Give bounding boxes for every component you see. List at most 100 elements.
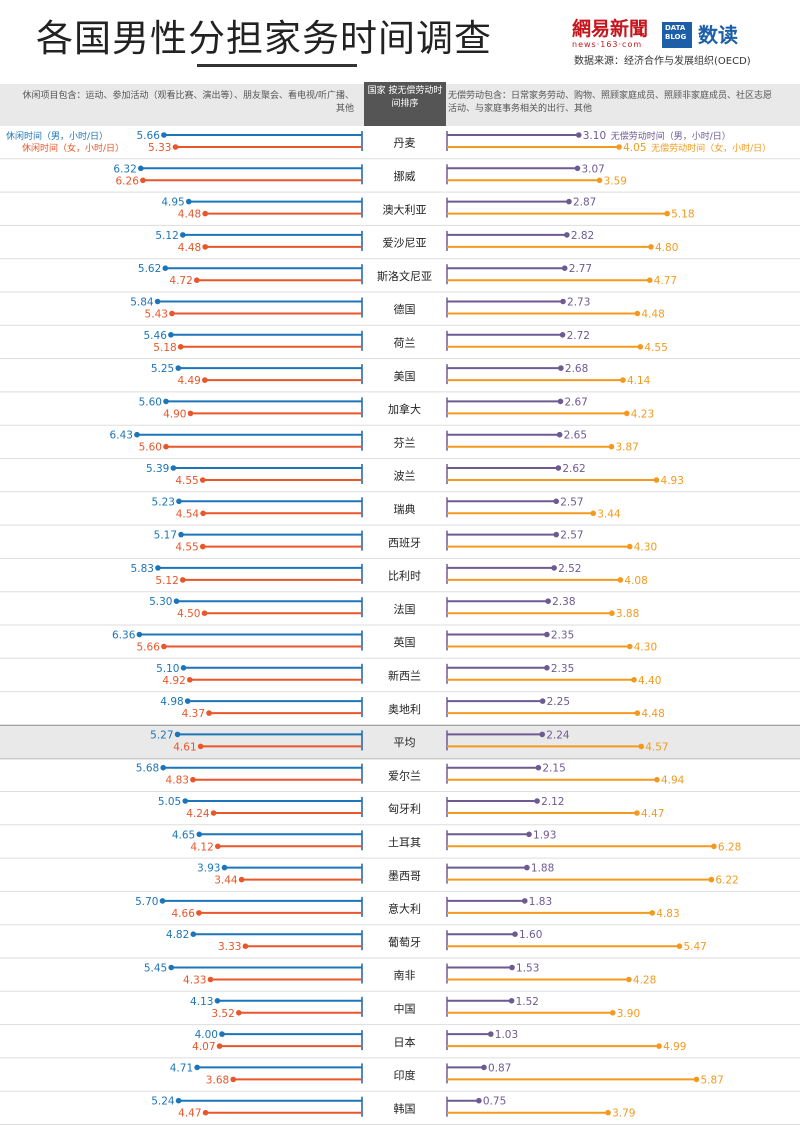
leisure-male-point — [154, 298, 161, 305]
unpaid-female-point — [609, 610, 615, 616]
leisure-male-value: 5.68 — [136, 763, 159, 775]
leisure-male-value: 5.10 — [156, 663, 179, 675]
leisure-female-value: 4.33 — [183, 975, 206, 987]
leisure-female-point — [177, 344, 184, 350]
unpaid-female-value: 4.99 — [663, 1041, 686, 1053]
unpaid-male-point — [564, 232, 570, 238]
unpaid-female-point — [620, 377, 626, 383]
unpaid-female-point — [638, 743, 645, 750]
leisure-female-point — [194, 277, 200, 283]
unpaid-male-value: 1.52 — [516, 996, 539, 1008]
leisure-male-point — [194, 1064, 200, 1071]
leisure-female-point — [215, 843, 221, 850]
unpaid-female-value: 4.40 — [638, 675, 661, 687]
leisure-male-value: 6.36 — [112, 630, 136, 642]
leisure-male-value: 5.17 — [154, 530, 177, 542]
unpaid-female-value: 4.48 — [641, 309, 664, 321]
unpaid-male-point — [556, 431, 563, 438]
leisure-male-point — [219, 1031, 225, 1037]
unpaid-male-value: 3.07 — [581, 163, 604, 175]
country-label: 斯洛文尼亚 — [377, 269, 432, 283]
leisure-female-point — [163, 443, 169, 450]
unpaid-female-point — [609, 1010, 616, 1016]
unpaid-male-value: 0.75 — [483, 1096, 506, 1108]
unpaid-male-point — [575, 132, 582, 138]
leisure-male-point — [178, 531, 184, 538]
leisure-female-point — [216, 1043, 223, 1049]
leisure-male-point — [174, 731, 181, 738]
leisure-female-value: 4.12 — [190, 841, 213, 853]
leisure-male-point — [163, 398, 169, 405]
leisure-female-point — [242, 943, 249, 949]
dushu-logo: 数读 — [698, 23, 738, 47]
leisure-male-point — [196, 831, 203, 838]
country-label: 法国 — [394, 602, 416, 616]
leisure-male-point — [214, 998, 221, 1004]
leisure-female-value: 4.72 — [169, 275, 192, 287]
leisure-male-point — [138, 165, 144, 172]
unpaid-male-point — [545, 598, 551, 604]
unpaid-male-point — [555, 465, 562, 471]
unpaid-female-point — [711, 843, 717, 850]
unpaid-female-point — [596, 177, 603, 184]
leisure-female-point — [190, 776, 196, 783]
unpaid-male-value: 2.12 — [541, 796, 564, 808]
unpaid-female-point — [634, 810, 640, 816]
leisure-female-point — [196, 910, 202, 916]
leisure-male-point — [176, 498, 182, 505]
unpaid-female-value: 5.18 — [671, 209, 694, 221]
unpaid-female-point — [653, 477, 660, 483]
leisure-female-point — [202, 244, 208, 250]
unpaid-male-value: 2.87 — [573, 197, 596, 209]
leisure-male-value: 5.25 — [151, 363, 174, 375]
leisure-male-value: 4.65 — [172, 829, 195, 841]
legend-unpaid-female: 无偿劳动时间（女，小时/日） — [651, 142, 771, 154]
leisure-female-point — [202, 377, 208, 383]
leisure-female-point — [202, 1109, 209, 1116]
leisure-female-point — [200, 510, 206, 517]
country-label: 匈牙利 — [388, 802, 421, 816]
netease-logo-text: 網易新聞 — [572, 18, 649, 40]
leisure-male-point — [185, 198, 192, 205]
unpaid-male-point — [476, 1097, 482, 1104]
leisure-female-point — [199, 543, 206, 550]
leisure-male-value: 5.62 — [138, 263, 161, 275]
country-label: 意大利 — [388, 902, 421, 916]
country-label: 奥地利 — [388, 702, 421, 716]
country-label: 比利时 — [388, 570, 421, 583]
leisure-male-point — [184, 698, 191, 704]
unpaid-female-value: 3.79 — [612, 1108, 635, 1120]
unpaid-male-point — [508, 998, 515, 1004]
unpaid-female-value: 3.90 — [617, 1008, 640, 1020]
unpaid-female-point — [648, 244, 654, 250]
country-label: 平均 — [394, 736, 416, 749]
country-label: 德国 — [394, 302, 416, 316]
page-title: 各国男性分担家务时间调查 — [36, 17, 492, 60]
leisure-female-value: 3.44 — [214, 875, 238, 887]
leisure-male-point — [162, 265, 169, 271]
unpaid-female-value: 3.59 — [604, 175, 627, 187]
unpaid-male-point — [553, 531, 560, 538]
leisure-female-value: 5.43 — [145, 309, 168, 321]
unpaid-female-value: 4.93 — [661, 475, 684, 487]
country-label: 日本 — [394, 1035, 416, 1049]
unpaid-male-point — [544, 665, 550, 671]
unpaid-male-value: 1.60 — [519, 929, 542, 941]
unpaid-female-point — [608, 443, 615, 450]
leisure-female-value: 6.26 — [116, 175, 140, 187]
unpaid-female-point — [626, 643, 633, 650]
unpaid-male-value: 2.52 — [558, 563, 581, 575]
leisure-female-point — [210, 810, 217, 816]
unpaid-female-point — [654, 776, 660, 783]
unpaid-male-point — [487, 1031, 494, 1037]
leisure-female-point — [199, 477, 206, 483]
country-label: 土耳其 — [388, 836, 421, 849]
country-column-header: 国家 按无偿劳动时间排序 — [364, 82, 446, 126]
unpaid-female-point — [646, 277, 653, 283]
leisure-male-point — [160, 764, 166, 771]
unpaid-male-value: 2.24 — [546, 729, 570, 741]
unpaid-female-point — [590, 510, 596, 517]
leisure-male-value: 5.23 — [152, 496, 175, 508]
country-label: 美国 — [394, 370, 416, 383]
leisure-male-value: 5.30 — [149, 596, 172, 608]
